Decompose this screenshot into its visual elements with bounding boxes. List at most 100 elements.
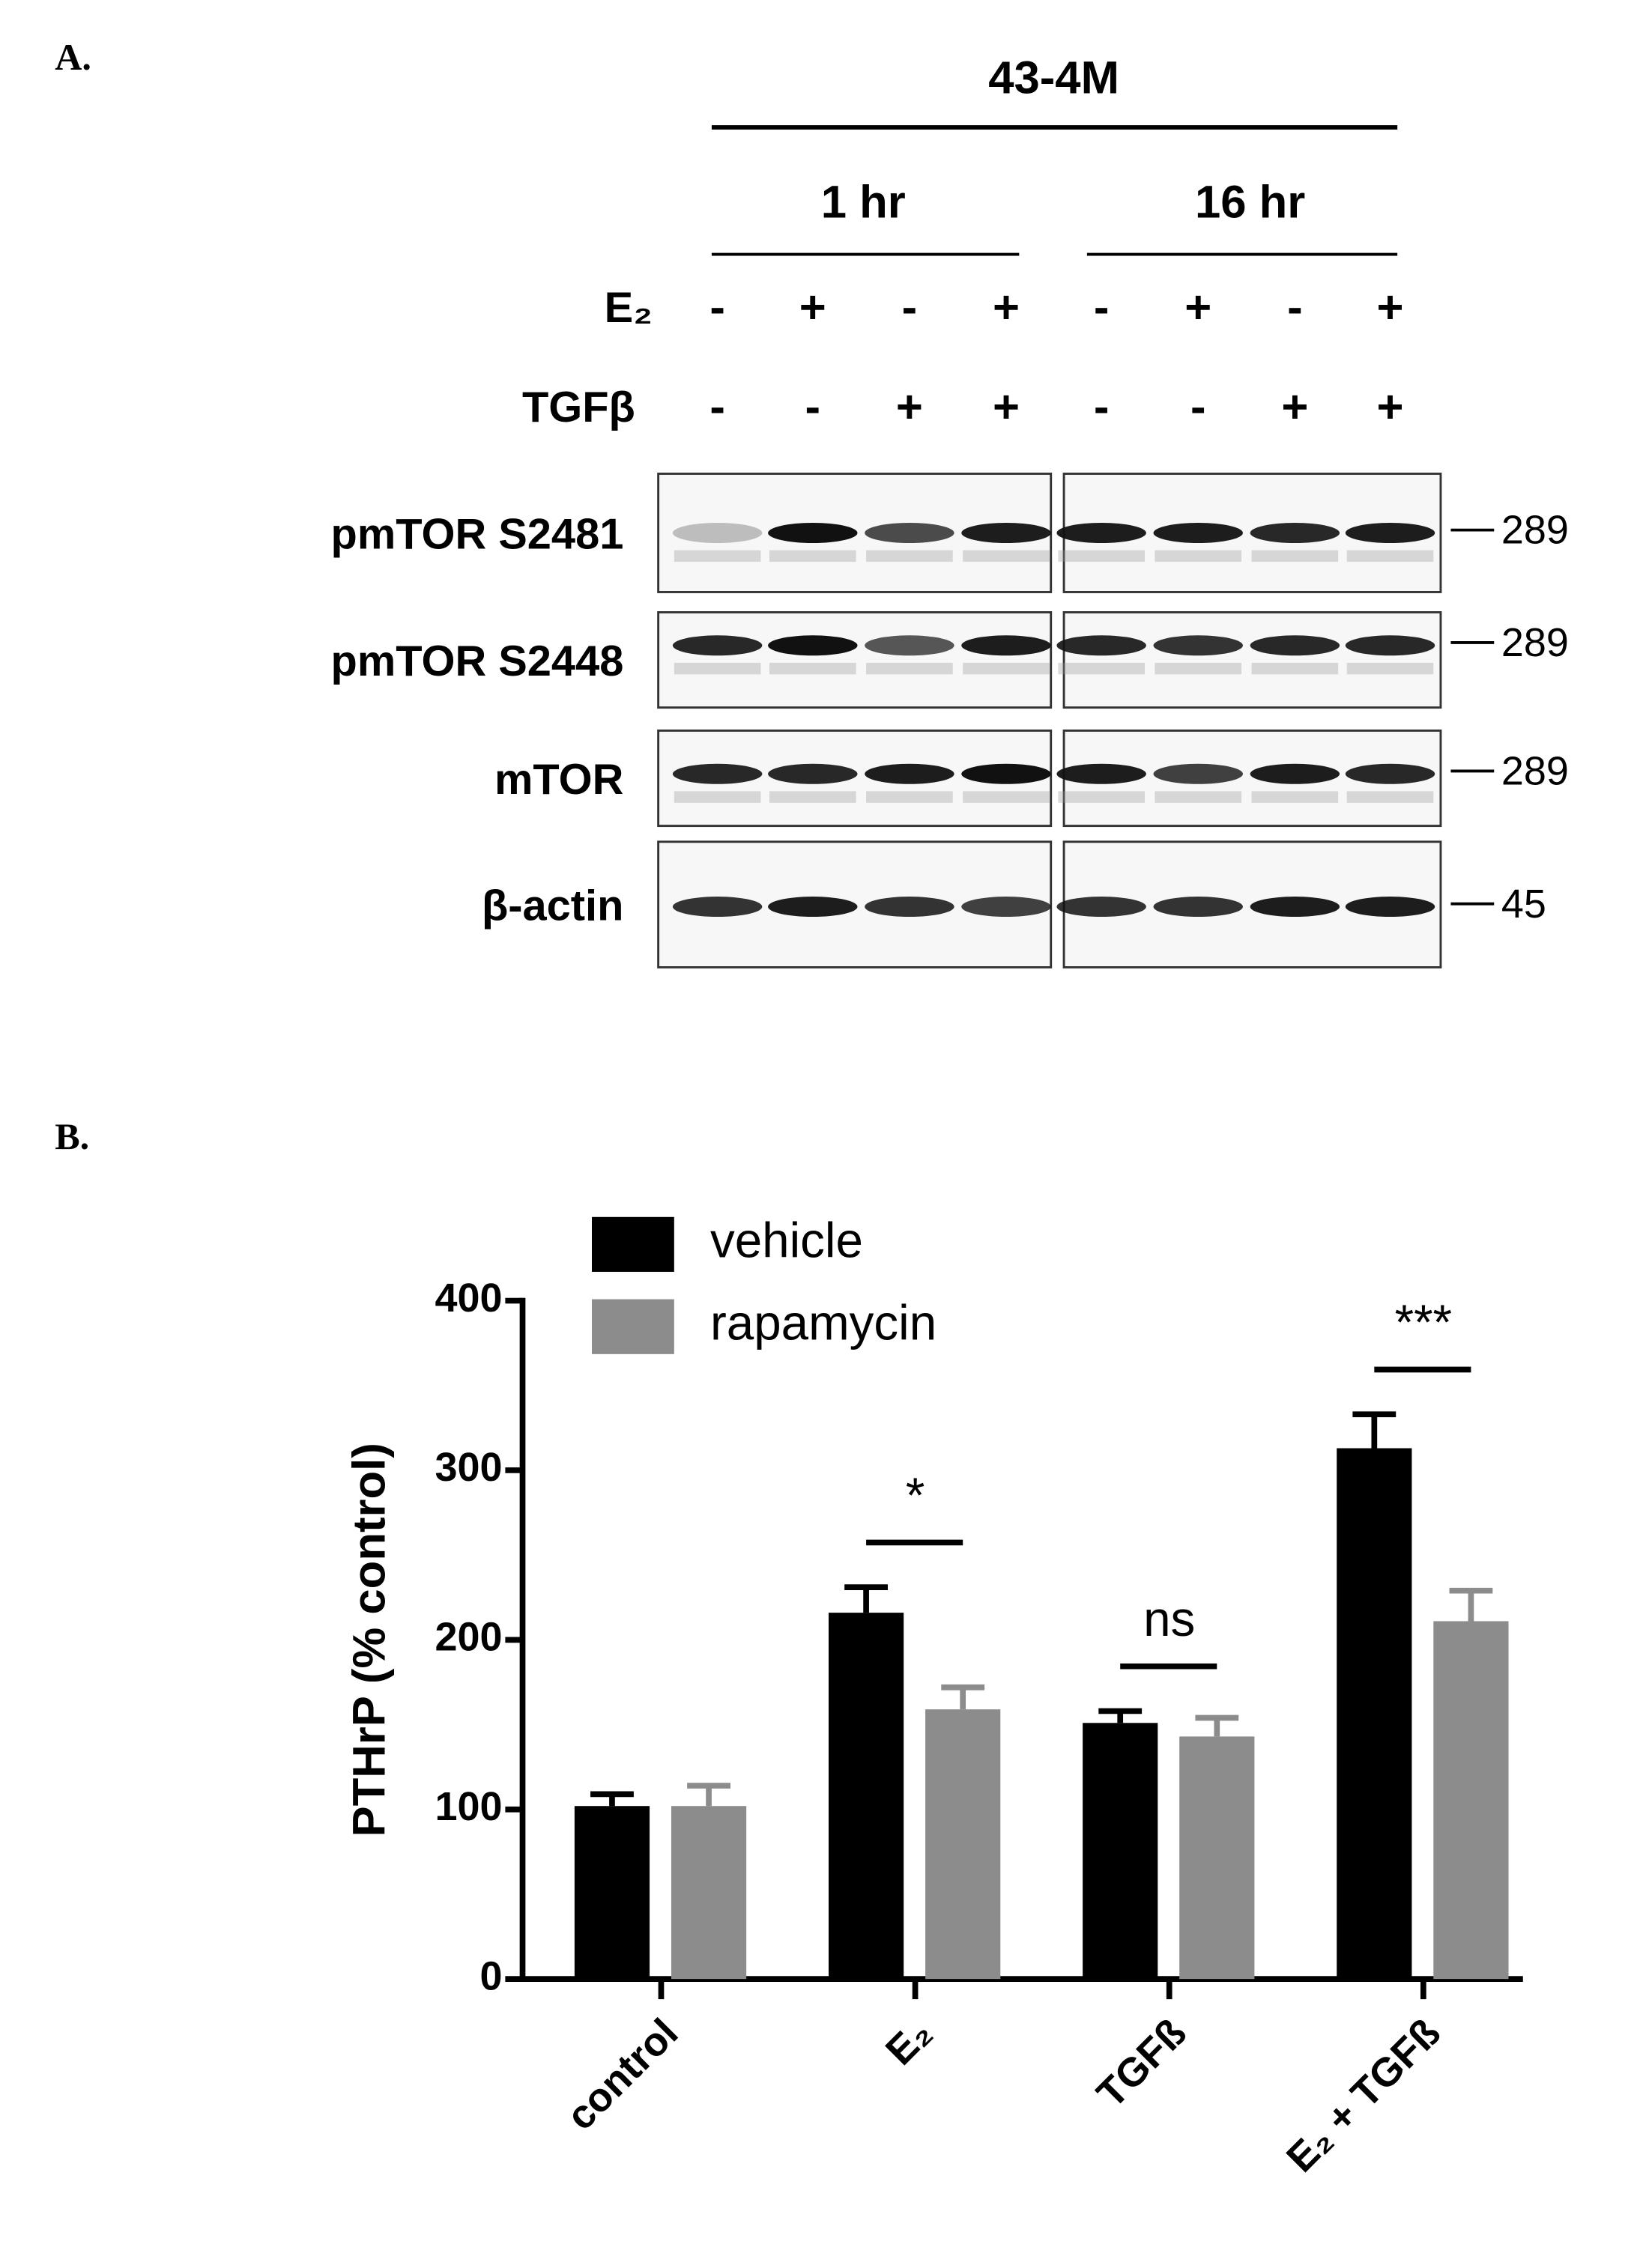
faint-band xyxy=(1251,550,1339,563)
faint-band xyxy=(866,791,953,803)
sign: + xyxy=(1281,381,1308,433)
cell-line: 43-4M xyxy=(988,52,1119,104)
sign: - xyxy=(709,282,725,333)
band xyxy=(865,635,954,656)
y-tick-label: 200 xyxy=(435,1615,503,1660)
significance-label: ns xyxy=(1143,1592,1195,1646)
faint-band xyxy=(674,662,761,675)
faint-band xyxy=(1155,662,1242,675)
band xyxy=(1153,763,1243,784)
sign: - xyxy=(709,381,725,433)
band xyxy=(1056,763,1146,784)
panel-label: A. xyxy=(55,36,91,78)
panel-label: B. xyxy=(55,1115,89,1157)
faint-band xyxy=(1346,791,1434,803)
faint-band xyxy=(1346,550,1434,563)
band xyxy=(1153,635,1243,656)
band xyxy=(672,763,763,784)
y-tick-label: 100 xyxy=(435,1784,503,1829)
band xyxy=(865,897,954,918)
time-label: 16 hr xyxy=(1195,176,1305,228)
band xyxy=(1250,635,1340,656)
band xyxy=(1345,522,1435,543)
band xyxy=(961,763,1051,784)
bar xyxy=(828,1613,904,1980)
marker-label: 289 xyxy=(1501,749,1569,794)
error-bar xyxy=(590,1791,634,1807)
blot-label: pmTOR S2448 xyxy=(331,637,624,685)
faint-band xyxy=(674,791,761,803)
blot-panel xyxy=(1062,611,1442,709)
band xyxy=(1153,897,1243,918)
error-bar xyxy=(941,1684,985,1710)
sign: - xyxy=(805,381,821,433)
faint-band xyxy=(1058,662,1145,675)
y-tick-label: 400 xyxy=(435,1276,503,1321)
faint-band xyxy=(1346,662,1434,675)
sign: - xyxy=(1094,282,1110,333)
x-tick-label: E₂ + TGFß xyxy=(1278,2010,1449,2181)
sign: - xyxy=(1094,381,1110,433)
faint-band xyxy=(866,662,953,675)
band xyxy=(768,522,858,543)
band xyxy=(961,635,1051,656)
faint-band xyxy=(963,662,1050,675)
sign: - xyxy=(1287,282,1303,333)
blot-panel xyxy=(657,611,1053,709)
row-label: TGFβ xyxy=(522,383,635,431)
legend-label: vehicle xyxy=(710,1213,863,1268)
sign: + xyxy=(799,282,826,333)
band xyxy=(865,763,954,784)
band xyxy=(961,522,1051,543)
faint-band xyxy=(769,550,856,563)
chart: 0 100 200 300 400 PTHrP (% control) control E₂ *… xyxy=(343,1213,1523,2181)
x-tick-label: TGFß xyxy=(1089,2010,1195,2117)
faint-band xyxy=(1251,662,1339,675)
time-label: 1 hr xyxy=(821,176,906,228)
blot-label: β-actin xyxy=(482,882,623,930)
sign: + xyxy=(1377,282,1404,333)
sign: + xyxy=(1184,282,1211,333)
bar xyxy=(671,1806,747,1980)
error-bar xyxy=(1098,1708,1143,1723)
marker-label: 289 xyxy=(1501,620,1569,665)
faint-band xyxy=(769,662,856,675)
bar xyxy=(574,1806,650,1980)
band xyxy=(672,897,763,918)
band xyxy=(768,763,858,784)
error-bar xyxy=(844,1584,888,1613)
faint-band xyxy=(1058,791,1145,803)
legend-swatch xyxy=(591,1299,674,1354)
band xyxy=(1345,897,1435,918)
blots xyxy=(657,473,1442,968)
sign: + xyxy=(1377,381,1404,433)
significance-label: * xyxy=(906,1468,925,1523)
sign: - xyxy=(902,282,918,333)
blot-group xyxy=(657,473,1442,968)
legend-label: rapamycin xyxy=(710,1296,936,1350)
x-tick-label: control xyxy=(558,2010,687,2139)
band xyxy=(1056,635,1146,656)
faint-band xyxy=(1155,791,1242,803)
faint-band xyxy=(866,550,953,563)
band xyxy=(1345,635,1435,656)
error-bar xyxy=(1195,1714,1239,1737)
faint-band xyxy=(1251,791,1339,803)
sign: + xyxy=(993,282,1020,333)
faint-band xyxy=(674,550,761,563)
error-bar xyxy=(1352,1411,1397,1449)
bar xyxy=(1337,1448,1412,1980)
blot-label: mTOR xyxy=(494,756,623,804)
faint-band xyxy=(769,791,856,803)
band xyxy=(768,635,858,656)
band xyxy=(768,897,858,918)
y-tick-label: 0 xyxy=(480,1953,503,1998)
band xyxy=(961,897,1051,918)
band xyxy=(672,522,763,543)
faint-band xyxy=(963,791,1050,803)
blot-label: pmTOR S2481 xyxy=(331,511,624,559)
marker-label: 289 xyxy=(1501,508,1569,553)
band xyxy=(1056,897,1146,918)
